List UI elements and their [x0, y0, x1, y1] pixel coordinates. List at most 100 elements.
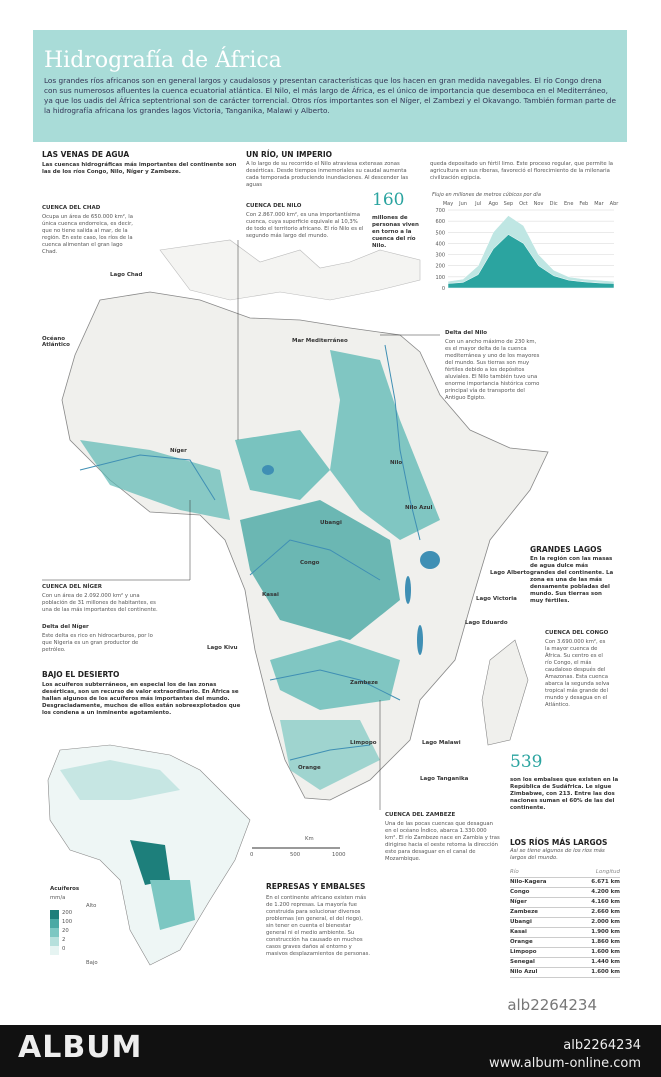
- image-id: alb2264234: [507, 996, 597, 1014]
- table-row: Senegal 1.440 km: [510, 958, 620, 968]
- heading: CUENCA DEL ZAMBEZE: [385, 812, 456, 818]
- chart-subtitle: Flujo en millones de metros cúbicos por …: [432, 192, 541, 198]
- y-tick-label: 100: [435, 275, 445, 281]
- map-label: Lago Tanganika: [420, 776, 469, 782]
- text: queda depositado un fértil limo. Este pr…: [430, 161, 614, 181]
- heading: CUENCA DEL CHAD: [42, 205, 101, 211]
- text: Las cuencas hidrográficas más importante…: [42, 162, 237, 175]
- y-tick-label: 500: [435, 230, 445, 236]
- map-label: Zambeze: [350, 680, 379, 686]
- table-row: Nilo-Kagera 6.671 km: [510, 878, 620, 888]
- legend-low: Bajo: [86, 960, 98, 966]
- table-cell: 1.440 km: [591, 959, 620, 965]
- table-cell: 4.200 km: [591, 889, 620, 895]
- map-label: Nilo: [390, 460, 403, 466]
- nile-basin: [330, 350, 440, 540]
- map-label: Nilo Azul: [405, 505, 433, 511]
- heading: BAJO EL DESIERTO: [42, 670, 120, 679]
- code: alb2264234: [563, 1038, 641, 1053]
- intro: Los grandes ríos africanos son en genera…: [44, 76, 616, 115]
- text: Con 3.690.000 km², es la mayor cuenca de…: [545, 639, 610, 708]
- legend-level: 20: [62, 928, 69, 934]
- legend-level: 2: [62, 937, 66, 943]
- scale-label: 0: [250, 852, 254, 858]
- river: [249, 539, 381, 581]
- map-label: Ubangi: [320, 520, 342, 526]
- legend-unit: mm/a: [50, 895, 66, 901]
- y-tick-label: 200: [435, 264, 445, 270]
- table-cell: 4.160 km: [591, 899, 620, 905]
- text: Con un ancho máximo de 230 km, es el may…: [445, 339, 540, 401]
- table-cell: Níger: [510, 899, 527, 905]
- legend-level: 100: [62, 919, 73, 925]
- map-label: Congo: [300, 560, 320, 566]
- stat-number: 539: [510, 752, 543, 772]
- lake: [417, 625, 423, 655]
- leader-lines: [42, 240, 440, 810]
- x-tick-label: May: [443, 201, 453, 207]
- lake: [420, 551, 440, 569]
- table-row: Zambeze 2.660 km: [510, 908, 620, 918]
- x-tick-label: Mar: [594, 201, 604, 207]
- flow-chart: May Jun Jul Ago Sep Oct Nov Dic Ene Feb Mar Abr 0 100…: [435, 201, 619, 292]
- heading: CUENCA DEL NÍGER: [42, 584, 102, 590]
- table-cell: Senegal: [510, 959, 535, 965]
- table-cell: Zambeze: [510, 909, 539, 915]
- lake: [262, 465, 274, 475]
- heading: CUENCA DEL CONGO: [545, 630, 609, 636]
- map-label: Mar Mediterráneo: [292, 338, 348, 344]
- map-label: Océano Atlántico: [42, 336, 70, 348]
- table-cell: Congo: [510, 889, 530, 895]
- table-row: Ubangi 2.000 km: [510, 918, 620, 928]
- chad-basin: [235, 430, 330, 500]
- heading: REPRESAS Y EMBALSES: [266, 882, 366, 891]
- aquifer-zone: [150, 880, 195, 930]
- heading: Delta del Nilo: [445, 330, 488, 336]
- x-tick-label: Ene: [564, 201, 573, 207]
- table-cell: 1.900 km: [591, 929, 620, 935]
- table-cell: Ubangi: [510, 919, 532, 925]
- map-label: Lago Malawi: [422, 740, 461, 746]
- text: Con 2.867.000 km², es una importantísima…: [246, 212, 364, 239]
- table-cell: Kasai: [510, 929, 527, 935]
- swatch: [50, 928, 59, 937]
- heading: CUENCA DEL NILO: [246, 203, 302, 209]
- footer: [0, 1025, 661, 1077]
- swatch: [50, 946, 59, 955]
- table-cell: Orange: [510, 939, 533, 945]
- table-cell: Nilo-Kagera: [510, 879, 547, 885]
- text: Una de las pocas cuencas que desaguan en…: [385, 821, 500, 862]
- rivers: [79, 344, 421, 761]
- swatch: [50, 910, 59, 919]
- table-row: Orange 1.860 km: [510, 938, 620, 948]
- zambeze-basin: [270, 640, 400, 710]
- congo-basin: [240, 500, 400, 640]
- url: www.album-online.com: [488, 1056, 641, 1071]
- heading: LOS RÍOS MÁS LARGOS: [510, 838, 608, 847]
- legend-level: 200: [62, 910, 73, 916]
- table-cell: Nilo Azul: [510, 969, 538, 975]
- map-label: Limpopo: [350, 740, 377, 746]
- swatch: [50, 919, 59, 928]
- river: [384, 344, 421, 541]
- table-row: Río Longitud: [510, 868, 620, 878]
- text: Ocupa un área de 650.000 km², la única c…: [42, 214, 133, 255]
- table-row: Níger 4.160 km: [510, 898, 620, 908]
- table-cell: Río: [510, 869, 519, 875]
- table-row: Congo 4.200 km: [510, 888, 620, 898]
- scale-label: 1000: [332, 852, 346, 858]
- lake: [405, 576, 411, 604]
- text: son los embalses que existen en la Repúb…: [510, 777, 619, 811]
- x-tick-label: Dic: [550, 201, 558, 207]
- map-label: Lago Kivu: [207, 645, 238, 651]
- header: [33, 30, 627, 142]
- y-tick-label: 300: [435, 253, 445, 259]
- map-label: Lago Eduardo: [465, 620, 508, 626]
- table-row: Nilo Azul 1.600 km: [510, 968, 620, 978]
- x-tick-label: Jul: [474, 201, 481, 207]
- x-tick-label: Jun: [458, 201, 467, 207]
- aquifer-legend: [50, 910, 59, 955]
- table-cell: Limpopo: [510, 949, 537, 955]
- x-tick-label: Ago: [488, 201, 498, 207]
